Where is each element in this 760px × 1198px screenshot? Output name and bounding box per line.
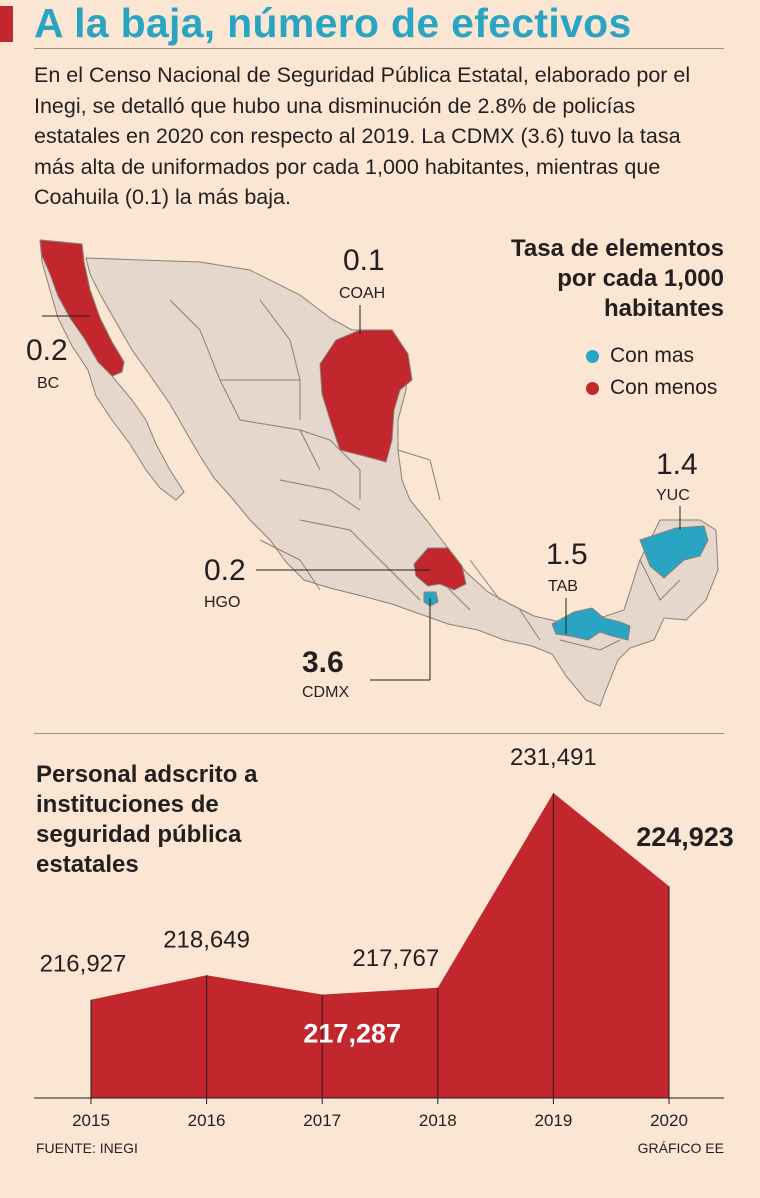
x-tick-label: 2020 — [650, 1111, 688, 1130]
map-title-line: habitantes — [603, 295, 724, 322]
chart-title: Personal adscrito a instituciones de seg… — [36, 761, 258, 878]
state-value-coah: 0.1 — [343, 244, 385, 277]
state-value-cdmx: 3.6 — [302, 646, 344, 679]
map-title-line: Tasa de elementos — [511, 235, 724, 262]
legend-label: Con menos — [610, 376, 718, 399]
state-abbr-tab: TAB — [548, 578, 578, 595]
state-abbr-yuc: YUC — [656, 487, 690, 504]
page-title: A la baja, número de efectivos — [34, 0, 632, 46]
legend-dot-icon — [586, 381, 599, 395]
data-label: 231,491 — [510, 744, 597, 771]
legend-label: Con mas — [610, 344, 695, 367]
mexico-map — [39, 239, 719, 707]
intro-paragraph: En el Censo Nacional de Seguridad Públic… — [34, 63, 691, 209]
data-label: 218,649 — [163, 926, 250, 953]
legend-dot-icon — [586, 349, 599, 363]
state-abbr-cdmx: CDMX — [302, 684, 350, 701]
mainland — [85, 257, 719, 707]
state-abbr-hgo: HGO — [204, 594, 241, 611]
x-tick-label: 2019 — [534, 1111, 572, 1130]
map-title-line: por cada 1,000 — [557, 265, 724, 292]
state-value-yuc: 1.4 — [656, 448, 698, 481]
data-label: 216,927 — [40, 951, 127, 978]
area-series — [91, 793, 669, 1098]
legend-item-low: Con menos — [586, 372, 717, 404]
x-tick-label: 2018 — [419, 1111, 457, 1130]
highlighted-states — [39, 239, 709, 641]
data-label: 217,767 — [352, 945, 439, 972]
x-tick-label: 2017 — [303, 1111, 341, 1130]
state-tab — [551, 607, 631, 641]
x-tick-label: 2016 — [188, 1111, 226, 1130]
map-legend: Con mas Con menos — [586, 340, 717, 404]
callout-lines — [42, 305, 681, 681]
state-yuc — [639, 525, 709, 579]
state-value-hgo: 0.2 — [204, 554, 246, 587]
state-abbr-bc: BC — [37, 375, 60, 392]
x-tick-label: 2015 — [72, 1111, 110, 1130]
data-label: 217,287 — [303, 1019, 401, 1049]
data-label: 224,923 — [636, 822, 734, 852]
legend-item-high: Con mas — [586, 340, 717, 372]
state-value-tab: 1.5 — [546, 538, 588, 571]
title-accent-bar — [0, 6, 13, 42]
state-cdmx — [423, 591, 439, 607]
source-note: FUENTE: INEGI — [36, 1140, 138, 1156]
state-bc — [39, 239, 125, 377]
state-coah — [319, 329, 413, 463]
title-divider — [34, 48, 724, 49]
credit-note: GRÁFICO EE — [637, 1140, 724, 1156]
map-title: Tasa de elementos por cada 1,000 habitan… — [424, 234, 724, 324]
state-borders — [169, 299, 681, 651]
state-abbr-coah: COAH — [339, 285, 386, 302]
state-value-bc: 0.2 — [26, 334, 68, 367]
section-divider — [34, 733, 724, 734]
